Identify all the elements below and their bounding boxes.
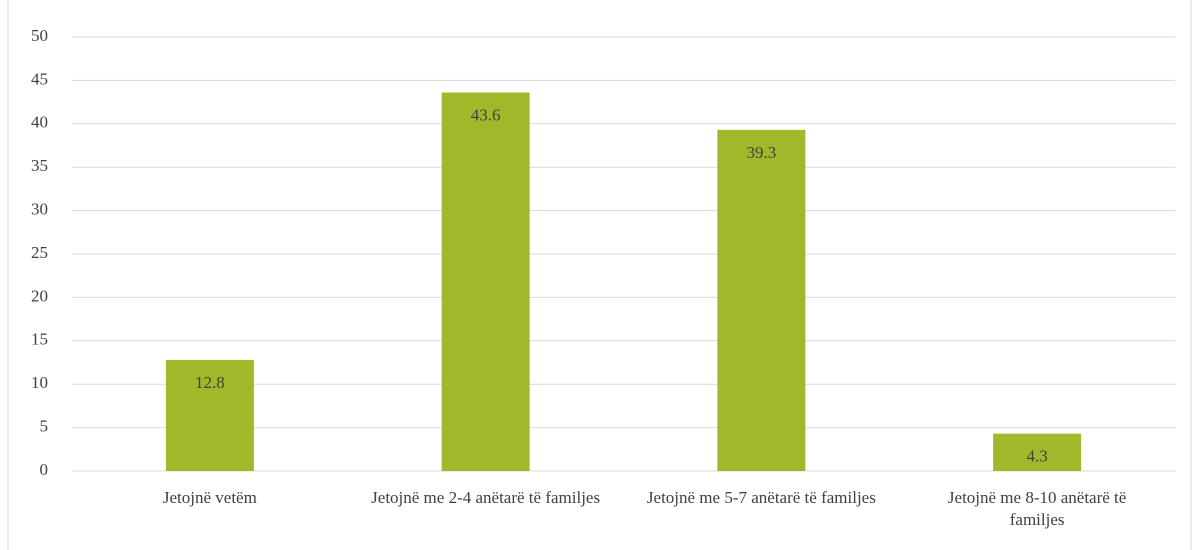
bar: [441, 92, 530, 471]
bar: [717, 129, 806, 471]
y-tick-label: 15: [31, 330, 48, 349]
data-label: 43.6: [471, 105, 501, 124]
x-tick-label: Jetojnë me 2-4 anëtarë të familjes: [371, 488, 601, 507]
y-tick-label: 10: [31, 373, 48, 392]
x-tick-label: Jetojnë me 8-10 anëtarë të familjes: [947, 488, 1127, 529]
bar: [165, 359, 254, 471]
y-tick-label: 5: [40, 417, 49, 436]
data-label: 39.3: [747, 143, 777, 162]
y-tick-label: 45: [31, 69, 48, 88]
y-tick-label: 50: [31, 26, 48, 45]
x-tick-label: Jetojnë me 5-7 anëtarë të familjes: [646, 488, 876, 507]
y-tick-label: 25: [31, 243, 48, 262]
y-tick-label: 30: [31, 200, 48, 219]
x-tick-label: Jetojnë vetëm: [162, 488, 257, 507]
data-label: 4.3: [1027, 447, 1048, 466]
chart-frame: [7, 0, 1192, 550]
data-label: 12.8: [195, 373, 225, 392]
y-tick-label: 0: [40, 460, 49, 479]
y-tick-label: 40: [31, 113, 48, 132]
bar: [993, 433, 1082, 471]
y-tick-label: 20: [31, 286, 48, 305]
y-tick-label: 35: [31, 156, 48, 175]
